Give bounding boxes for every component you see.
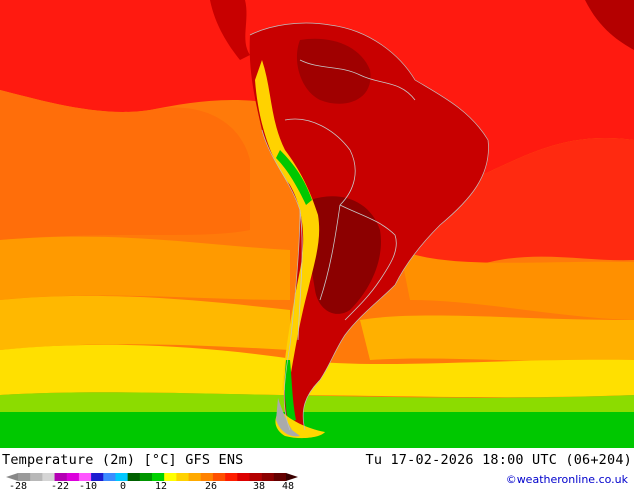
map-title: Temperature (2m) [°C] GFS ENS — [2, 452, 244, 468]
hot-core-interior — [307, 196, 381, 314]
ocean-band-amber-east — [400, 250, 634, 320]
legend-ticks: -28 -22 -10 0 12 26 38 48 — [9, 481, 294, 490]
ocean-band-yellow-orange-east — [360, 315, 634, 362]
legend-swatch — [42, 473, 55, 481]
legend-tick-label: -10 — [79, 481, 97, 490]
legend-swatch — [176, 473, 189, 481]
legend-swatch — [127, 473, 141, 481]
legend-swatch — [261, 473, 275, 481]
legend-arrow-right — [286, 473, 298, 481]
hot-core-amazon — [296, 38, 371, 104]
legend-tick-label: 0 — [120, 481, 126, 490]
legend-swatch — [115, 473, 128, 481]
ocean-band-orange — [0, 90, 250, 240]
legend-swatch — [152, 473, 165, 481]
coastlines — [249, 22, 489, 431]
legend-swatch — [66, 473, 80, 481]
legend-swatch — [237, 473, 250, 481]
legend-arrow-left — [6, 473, 18, 481]
ocean-band-yellow-orange — [0, 295, 290, 350]
africa-edge-land — [585, 0, 634, 50]
forecast-timestamp: Tu 17-02-2026 18:00 UTC (06+204) — [365, 452, 632, 468]
legend-swatch — [273, 473, 287, 481]
legend-swatch — [78, 473, 92, 481]
temperature-map — [0, 0, 634, 448]
ocean-band-green — [0, 412, 634, 448]
legend-swatch — [212, 473, 226, 481]
legend-swatch — [18, 473, 31, 481]
andes-cool-strip — [255, 60, 320, 390]
legend-swatch — [91, 473, 104, 481]
legend-tick-label: 26 — [205, 481, 217, 490]
ocean-band-amber — [0, 236, 290, 300]
country-borders — [284, 59, 416, 341]
legend-tick-label: -22 — [51, 481, 69, 490]
legend-tick-label: 48 — [282, 481, 294, 490]
central-america-land — [210, 0, 250, 60]
legend-swatch — [30, 473, 43, 481]
map-footer: Temperature (2m) [°C] GFS ENS Tu 17-02-2… — [0, 448, 634, 490]
legend-tick-label: -28 — [9, 481, 27, 490]
source-credit[interactable]: ©weatheronline.co.uk — [505, 473, 628, 486]
color-scale-legend: -28 -22 -10 0 12 26 38 48 — [6, 473, 298, 490]
legend-swatch — [164, 473, 177, 481]
legend-swatch — [200, 473, 214, 481]
legend-swatch — [139, 473, 153, 481]
legend-swatches — [6, 473, 298, 481]
legend-swatch — [54, 473, 68, 481]
ocean-band-atlantic-red — [400, 138, 634, 265]
legend-swatch — [188, 473, 202, 481]
legend-swatch — [103, 473, 116, 481]
legend-tick-label: 38 — [253, 481, 265, 490]
legend-tick-label: 12 — [155, 481, 167, 490]
legend-swatch — [225, 473, 238, 481]
legend-swatch — [249, 473, 262, 481]
tierra-del-fuego-ice — [276, 398, 300, 437]
